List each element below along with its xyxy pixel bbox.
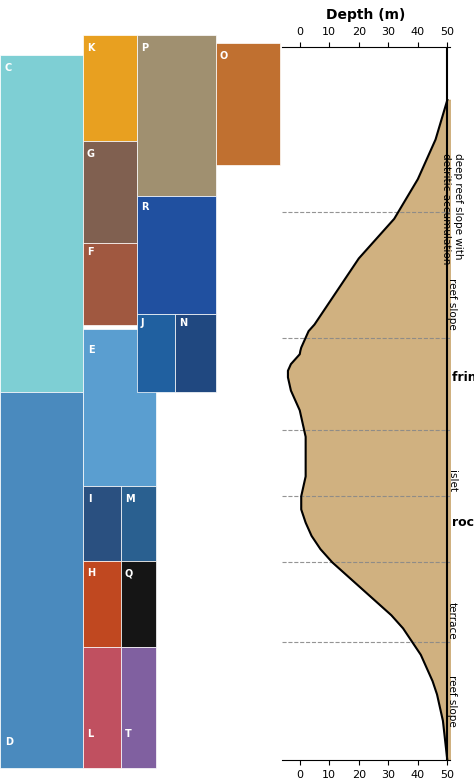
Text: L: L xyxy=(87,729,93,739)
Text: D: D xyxy=(5,737,13,747)
Text: reef slope: reef slope xyxy=(447,674,457,726)
Text: R: R xyxy=(141,202,148,212)
Text: islet: islet xyxy=(447,470,457,492)
Text: deep reef slope with
detritic accumulation: deep reef slope with detritic accumulati… xyxy=(441,153,463,264)
Text: T: T xyxy=(125,729,131,739)
Text: O: O xyxy=(219,51,228,61)
Text: terrace: terrace xyxy=(447,602,457,640)
Text: E: E xyxy=(88,345,94,355)
Text: C: C xyxy=(5,63,12,73)
Text: G: G xyxy=(87,149,95,159)
Text: rocky reef flat: rocky reef flat xyxy=(452,516,474,529)
Text: fringing reef: fringing reef xyxy=(452,371,474,384)
Text: N: N xyxy=(179,318,187,328)
Text: P: P xyxy=(141,43,148,53)
Text: H: H xyxy=(87,568,95,579)
Text: F: F xyxy=(87,247,93,257)
Text: Q: Q xyxy=(125,568,133,579)
Text: M: M xyxy=(125,494,134,504)
Text: K: K xyxy=(87,43,94,53)
Text: I: I xyxy=(88,494,91,504)
Text: reef slope: reef slope xyxy=(447,278,457,330)
Title: Depth (m): Depth (m) xyxy=(327,8,406,22)
Text: J: J xyxy=(141,318,144,328)
